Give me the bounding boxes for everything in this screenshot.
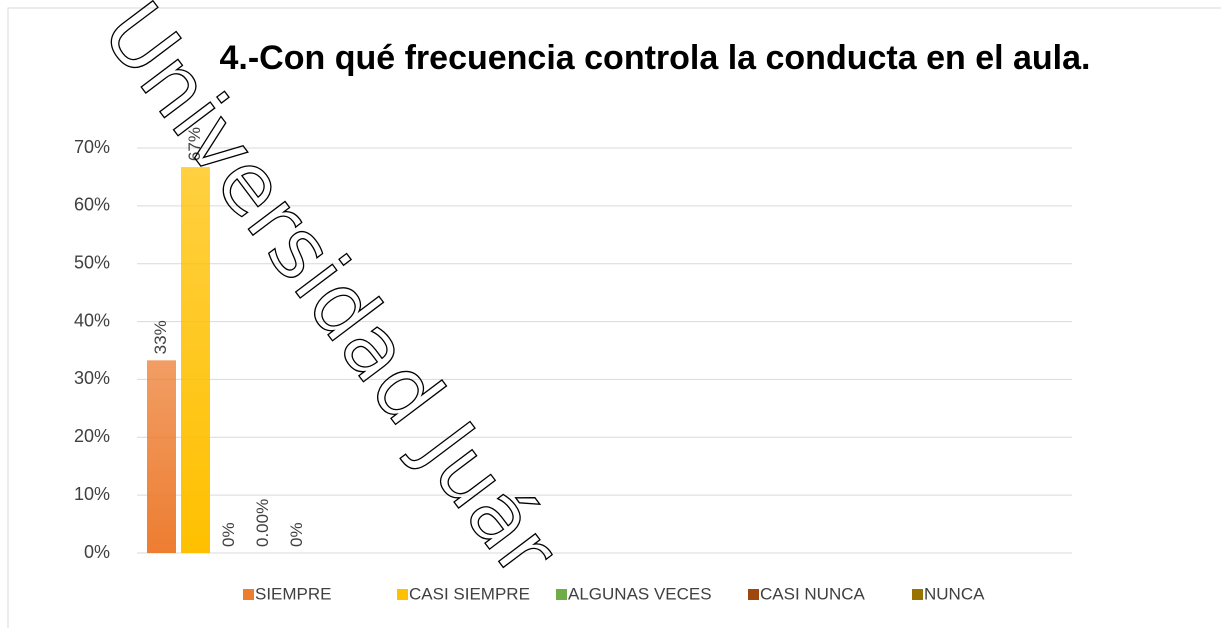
legend-label: SIEMPRE	[255, 584, 332, 603]
y-tick-label: 0%	[84, 542, 110, 562]
legend-swatch	[397, 589, 408, 600]
legend-swatch	[912, 589, 923, 600]
value-label: 33%	[151, 320, 170, 354]
chart-border	[7, 7, 1221, 628]
value-label: 0%	[287, 522, 306, 547]
chart-title: 4.-Con qué frecuencia controla la conduc…	[220, 39, 1091, 77]
legend-label: ALGUNAS VECES	[568, 584, 712, 603]
y-tick-label: 10%	[74, 484, 110, 504]
y-tick-label: 60%	[74, 195, 110, 215]
legend-swatch	[748, 589, 759, 600]
legend-swatch	[243, 589, 254, 600]
legend-label: CASI NUNCA	[760, 584, 866, 603]
y-tick-label: 20%	[74, 426, 110, 446]
bar	[147, 360, 176, 553]
legend-swatch	[556, 589, 567, 600]
value-label: 0%	[219, 522, 238, 547]
value-label: 67%	[185, 127, 204, 161]
value-label: 0.00%	[253, 499, 272, 547]
y-tick-label: 30%	[74, 368, 110, 388]
y-tick-label: 70%	[74, 137, 110, 157]
y-tick-label: 40%	[74, 310, 110, 330]
legend-label: NUNCA	[924, 584, 985, 603]
bar	[181, 167, 210, 554]
y-tick-label: 50%	[74, 252, 110, 272]
legend-label: CASI SIEMPRE	[409, 584, 530, 603]
